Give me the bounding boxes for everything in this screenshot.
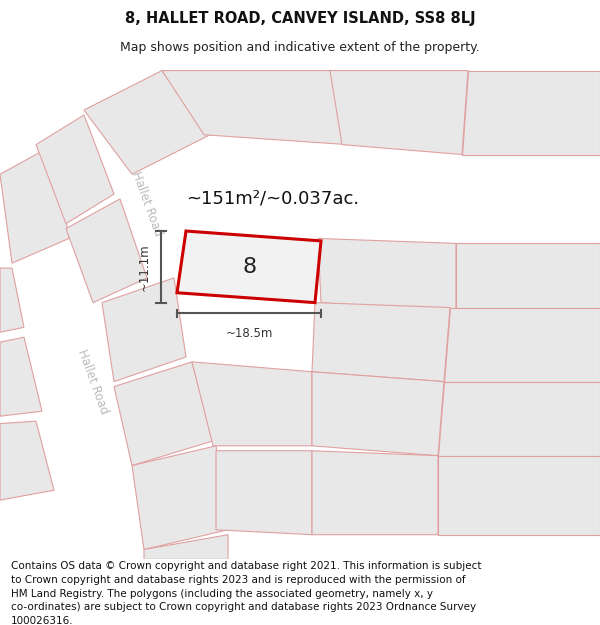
Polygon shape [102, 278, 186, 382]
Polygon shape [0, 338, 42, 416]
Text: Hallet Road: Hallet Road [75, 348, 111, 416]
Polygon shape [312, 451, 438, 534]
Polygon shape [0, 268, 24, 332]
Text: Hallet Road: Hallet Road [129, 170, 165, 238]
Polygon shape [0, 144, 69, 263]
Text: Map shows position and indicative extent of the property.: Map shows position and indicative extent… [120, 41, 480, 54]
Polygon shape [438, 456, 600, 534]
Polygon shape [312, 372, 444, 456]
Polygon shape [132, 446, 228, 549]
Polygon shape [318, 238, 456, 312]
Polygon shape [177, 231, 321, 302]
Polygon shape [444, 308, 600, 382]
Text: Contains OS data © Crown copyright and database right 2021. This information is : Contains OS data © Crown copyright and d… [11, 561, 481, 625]
Polygon shape [162, 71, 348, 144]
Text: 8, HALLET ROAD, CANVEY ISLAND, SS8 8LJ: 8, HALLET ROAD, CANVEY ISLAND, SS8 8LJ [125, 11, 475, 26]
Text: 8: 8 [242, 257, 257, 277]
Polygon shape [456, 243, 600, 312]
Text: ~18.5m: ~18.5m [226, 327, 272, 340]
Polygon shape [312, 302, 450, 382]
Polygon shape [144, 534, 228, 559]
Polygon shape [114, 362, 213, 466]
Polygon shape [438, 382, 600, 456]
Polygon shape [84, 71, 210, 174]
Polygon shape [330, 71, 468, 154]
Text: ~151m²/~0.037ac.: ~151m²/~0.037ac. [186, 190, 359, 208]
Polygon shape [216, 451, 312, 534]
Text: ~11.1m: ~11.1m [137, 243, 151, 291]
Polygon shape [192, 362, 312, 446]
Polygon shape [0, 421, 54, 500]
Polygon shape [36, 115, 114, 224]
Polygon shape [66, 199, 147, 302]
Polygon shape [462, 71, 600, 154]
